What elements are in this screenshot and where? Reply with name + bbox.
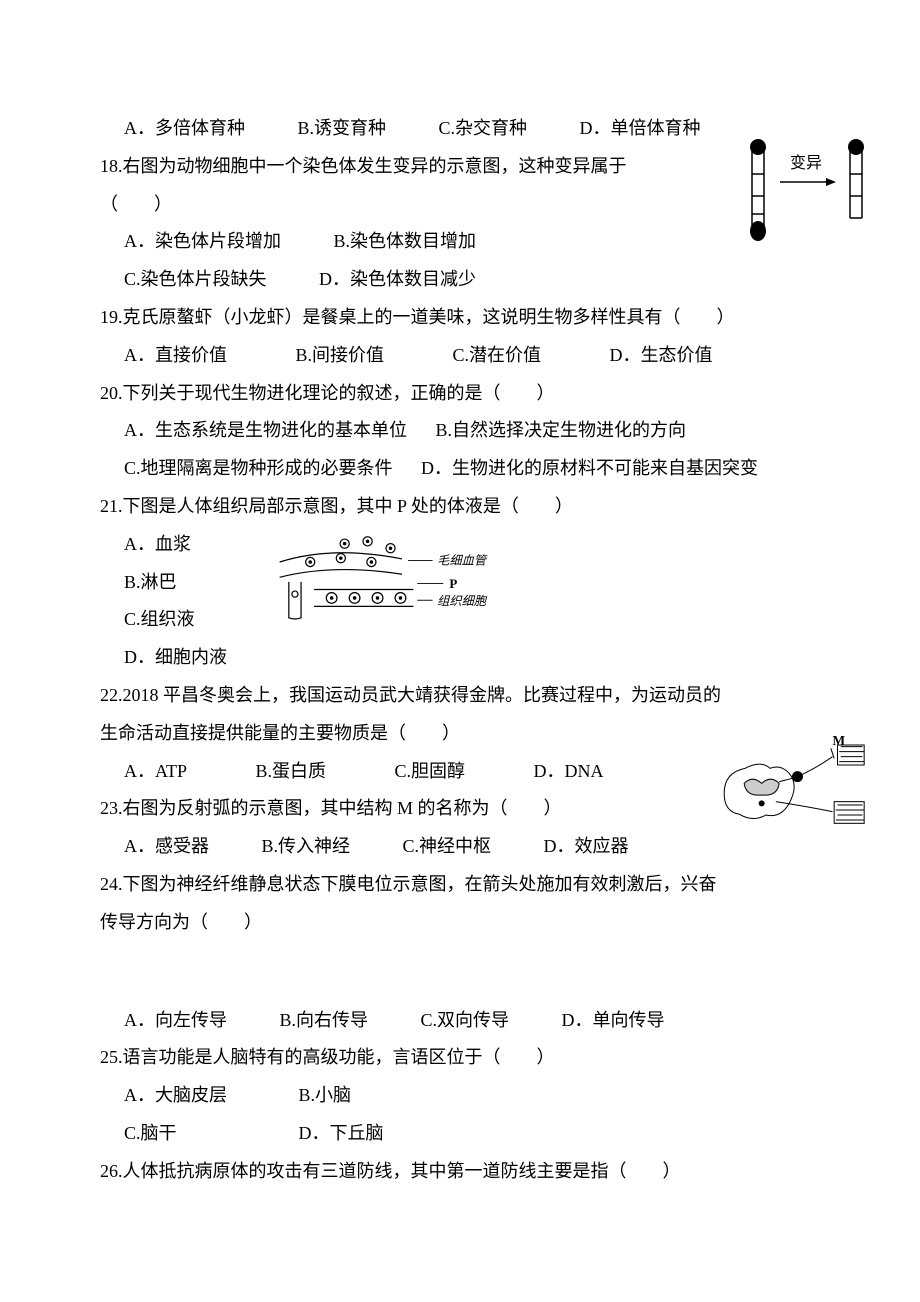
q20-option-a: A．生态系统是生物进化的基本单位 [124, 420, 407, 440]
q21-figure: 毛细血管 P 组织细胞 [272, 534, 532, 643]
q25-option-c: C.脑干 [124, 1115, 294, 1153]
q19-option-b: B.间接价值 [296, 337, 385, 375]
q24-option-a: A．向左传导 [124, 1002, 227, 1040]
q18-option-c: C.染色体片段缺失 [124, 269, 267, 289]
q25-option-b: B.小脑 [299, 1085, 352, 1105]
q24-option-c: C.双向传导 [421, 1002, 510, 1040]
q24-figure-placeholder [100, 942, 820, 1002]
q23-options: A．感受器 B.传入神经 C.神经中枢 D．效应器 [100, 828, 820, 866]
q18-option-d: D．染色体数目减少 [319, 269, 476, 289]
body-fluid-diagram: 毛细血管 P 组织细胞 [272, 534, 532, 629]
q23-option-d: D．效应器 [544, 828, 629, 866]
q25-option-d: D．下丘脑 [299, 1123, 384, 1143]
q18-block: 变异 18.右图为动物细胞中一个染色体发生变异的示意图，这种变异属于 （ ） A… [100, 148, 820, 299]
q21-label-p: P [449, 576, 457, 591]
q23-label-m: M [833, 735, 846, 748]
q22-stem-line1: 22.2018 平昌冬奥会上，我国运动员武大靖获得金牌。比赛过程中，为运动员的 [100, 677, 820, 715]
q20-row-cd: C.地理隔离是物种形成的必要条件 D．生物进化的原材料不可能来自基因突变 [100, 450, 820, 488]
q19-option-a: A．直接价值 [124, 337, 227, 375]
q18-options-row1: A．染色体片段增加 B.染色体数目增加 [100, 223, 820, 261]
q21-label-capillary: 毛细血管 [437, 553, 488, 567]
q23-block: M [100, 790, 820, 866]
q20-stem: 20.下列关于现代生物进化理论的叙述，正确的是（ ） [100, 375, 820, 413]
q20-option-b: B.自然选择决定生物进化的方向 [436, 420, 687, 440]
q18-stem-line2: （ ） [100, 186, 820, 224]
q23-option-a: A．感受器 [124, 828, 209, 866]
q18-option-b: B.染色体数目增加 [334, 231, 477, 251]
q24-stem-line1: 24.下图为神经纤维静息状态下膜电位示意图，在箭头处施加有效刺激后，兴奋 [100, 866, 820, 904]
q17-option-c: C.杂交育种 [439, 110, 528, 148]
q21-stem: 21.下图是人体组织局部示意图，其中 P 处的体液是（ ） [100, 488, 820, 526]
q24-option-b: B.向右传导 [280, 1002, 369, 1040]
q20-option-c: C.地理隔离是物种形成的必要条件 [124, 458, 393, 478]
q21-label-tissue: 组织细胞 [437, 594, 488, 608]
q17-options: A．多倍体育种 B.诱变育种 C.杂交育种 D．单倍体育种 [100, 110, 820, 148]
q17-option-a: A．多倍体育种 [124, 110, 245, 148]
q22-option-a: A．ATP [124, 753, 187, 791]
q22-option-c: C.胆固醇 [395, 753, 466, 791]
q22-option-d: D．DNA [534, 753, 604, 791]
q25-row2: C.脑干 D．下丘脑 [100, 1115, 820, 1153]
q19-option-c: C.潜在价值 [453, 337, 542, 375]
q26-stem: 26.人体抵抗病原体的攻击有三道防线，其中第一道防线主要是指（ ） [100, 1153, 820, 1191]
q24-option-d: D．单向传导 [562, 1002, 665, 1040]
q24-stem-line2: 传导方向为（ ） [100, 904, 820, 942]
q21-option-b: B.淋巴 [100, 564, 227, 602]
q21-block: A．血浆 B.淋巴 C.组织液 D．细胞内液 [100, 526, 820, 677]
q20-row-ab: A．生态系统是生物进化的基本单位 B.自然选择决定生物进化的方向 [100, 412, 820, 450]
q23-option-c: C.神经中枢 [403, 828, 492, 866]
q18-option-a: A．染色体片段增加 [124, 231, 281, 251]
q25-option-a: A．大脑皮层 [124, 1077, 294, 1115]
q19-option-d: D．生态价值 [610, 337, 713, 375]
q25-row1: A．大脑皮层 B.小脑 [100, 1077, 820, 1115]
q18-options-row2: C.染色体片段缺失 D．染色体数目减少 [100, 261, 820, 299]
q20-option-d: D．生物进化的原材料不可能来自基因突变 [421, 458, 758, 478]
q21-option-d: D．细胞内液 [100, 639, 227, 677]
q25-stem: 25.语言功能是人脑特有的高级功能，言语区位于（ ） [100, 1039, 820, 1077]
q17-option-d: D．单倍体育种 [580, 110, 701, 148]
q19-stem: 19.克氏原螯虾（小龙虾）是餐桌上的一道美味，这说明生物多样性具有（ ） [100, 299, 820, 337]
q23-stem: 23.右图为反射弧的示意图，其中结构 M 的名称为（ ） [100, 790, 820, 828]
q24-options: A．向左传导 B.向右传导 C.双向传导 D．单向传导 [100, 1002, 820, 1040]
q19-options: A．直接价值 B.间接价值 C.潜在价值 D．生态价值 [100, 337, 820, 375]
q22-option-b: B.蛋白质 [256, 753, 327, 791]
q23-option-b: B.传入神经 [262, 828, 351, 866]
q17-option-b: B.诱变育种 [298, 110, 387, 148]
q18-stem-line1: 18.右图为动物细胞中一个染色体发生变异的示意图，这种变异属于 [100, 148, 820, 186]
q21-option-a: A．血浆 [100, 526, 227, 564]
q21-option-c: C.组织液 [100, 601, 227, 639]
